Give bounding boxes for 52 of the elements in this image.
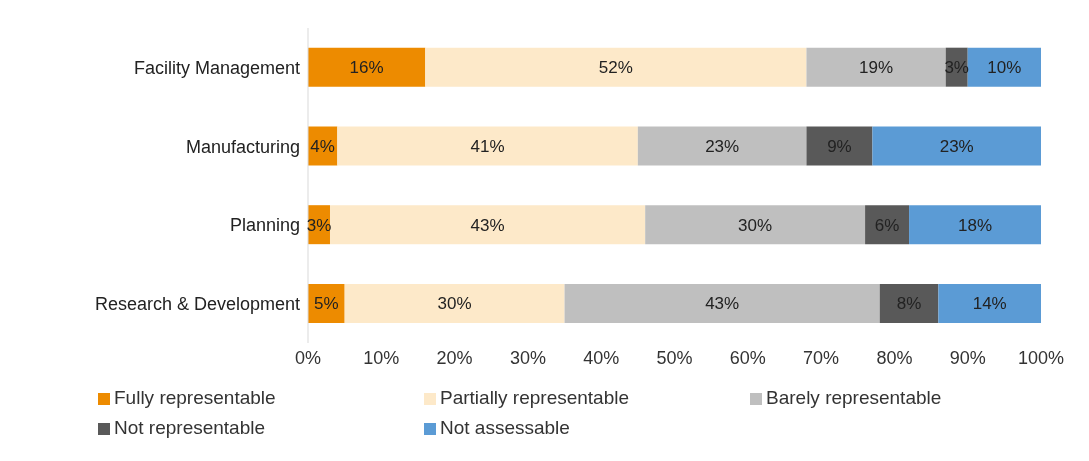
data-label: 52% — [598, 58, 633, 78]
x-tick-label: 20% — [436, 347, 473, 368]
y-tick-label: Planning — [229, 215, 300, 236]
data-label: 4% — [310, 136, 335, 156]
data-label: 41% — [470, 136, 505, 156]
y-tick-label: Facility Management — [133, 57, 300, 78]
x-tick-label: 0% — [294, 347, 322, 368]
bar — [329, 205, 646, 245]
legend-label: Barely representable — [766, 386, 943, 410]
data-label: 30% — [738, 215, 773, 235]
data-label: 30% — [437, 294, 472, 314]
x-tick-label: 30% — [509, 347, 546, 368]
data-label: 19% — [859, 58, 894, 78]
legend-label: Not representable — [114, 416, 267, 440]
data-label: 9% — [827, 136, 852, 156]
bar — [865, 205, 910, 245]
data-label: 16% — [349, 58, 384, 78]
bar — [425, 47, 807, 87]
x-tick-label: 40% — [583, 347, 620, 368]
data-label: 23% — [705, 136, 740, 156]
bar — [564, 283, 880, 323]
bar — [909, 205, 1041, 245]
x-tick-label: 90% — [949, 347, 986, 368]
bar — [308, 47, 426, 87]
data-label: 43% — [705, 294, 740, 314]
bar — [344, 283, 565, 323]
y-tick-label: Research & Development — [94, 294, 300, 315]
data-label: 14% — [972, 294, 1007, 314]
bar — [879, 283, 939, 323]
x-tick-label: 80% — [876, 347, 913, 368]
bar — [938, 283, 1041, 323]
y-tick-label: Manufacturing — [185, 136, 300, 157]
x-tick-label: 100% — [1017, 347, 1065, 368]
bar — [645, 205, 866, 245]
data-label: 18% — [958, 215, 993, 235]
data-label: 43% — [470, 215, 505, 235]
x-tick-label: 60% — [729, 347, 766, 368]
x-tick-label: 50% — [656, 347, 693, 368]
bar — [337, 126, 638, 166]
x-tick-label: 10% — [363, 347, 400, 368]
bar — [967, 47, 1041, 87]
data-label: 5% — [314, 294, 339, 314]
bar — [806, 126, 873, 166]
bar — [637, 126, 807, 166]
bar — [806, 47, 946, 87]
x-tick-label: 70% — [803, 347, 840, 368]
data-label: 23% — [939, 136, 974, 156]
data-label: 10% — [987, 58, 1022, 78]
bar — [872, 126, 1041, 166]
legend-label: Partially representable — [440, 386, 631, 410]
legend-label: Fully representable — [114, 386, 277, 410]
legend-label: Not assessable — [440, 416, 571, 440]
